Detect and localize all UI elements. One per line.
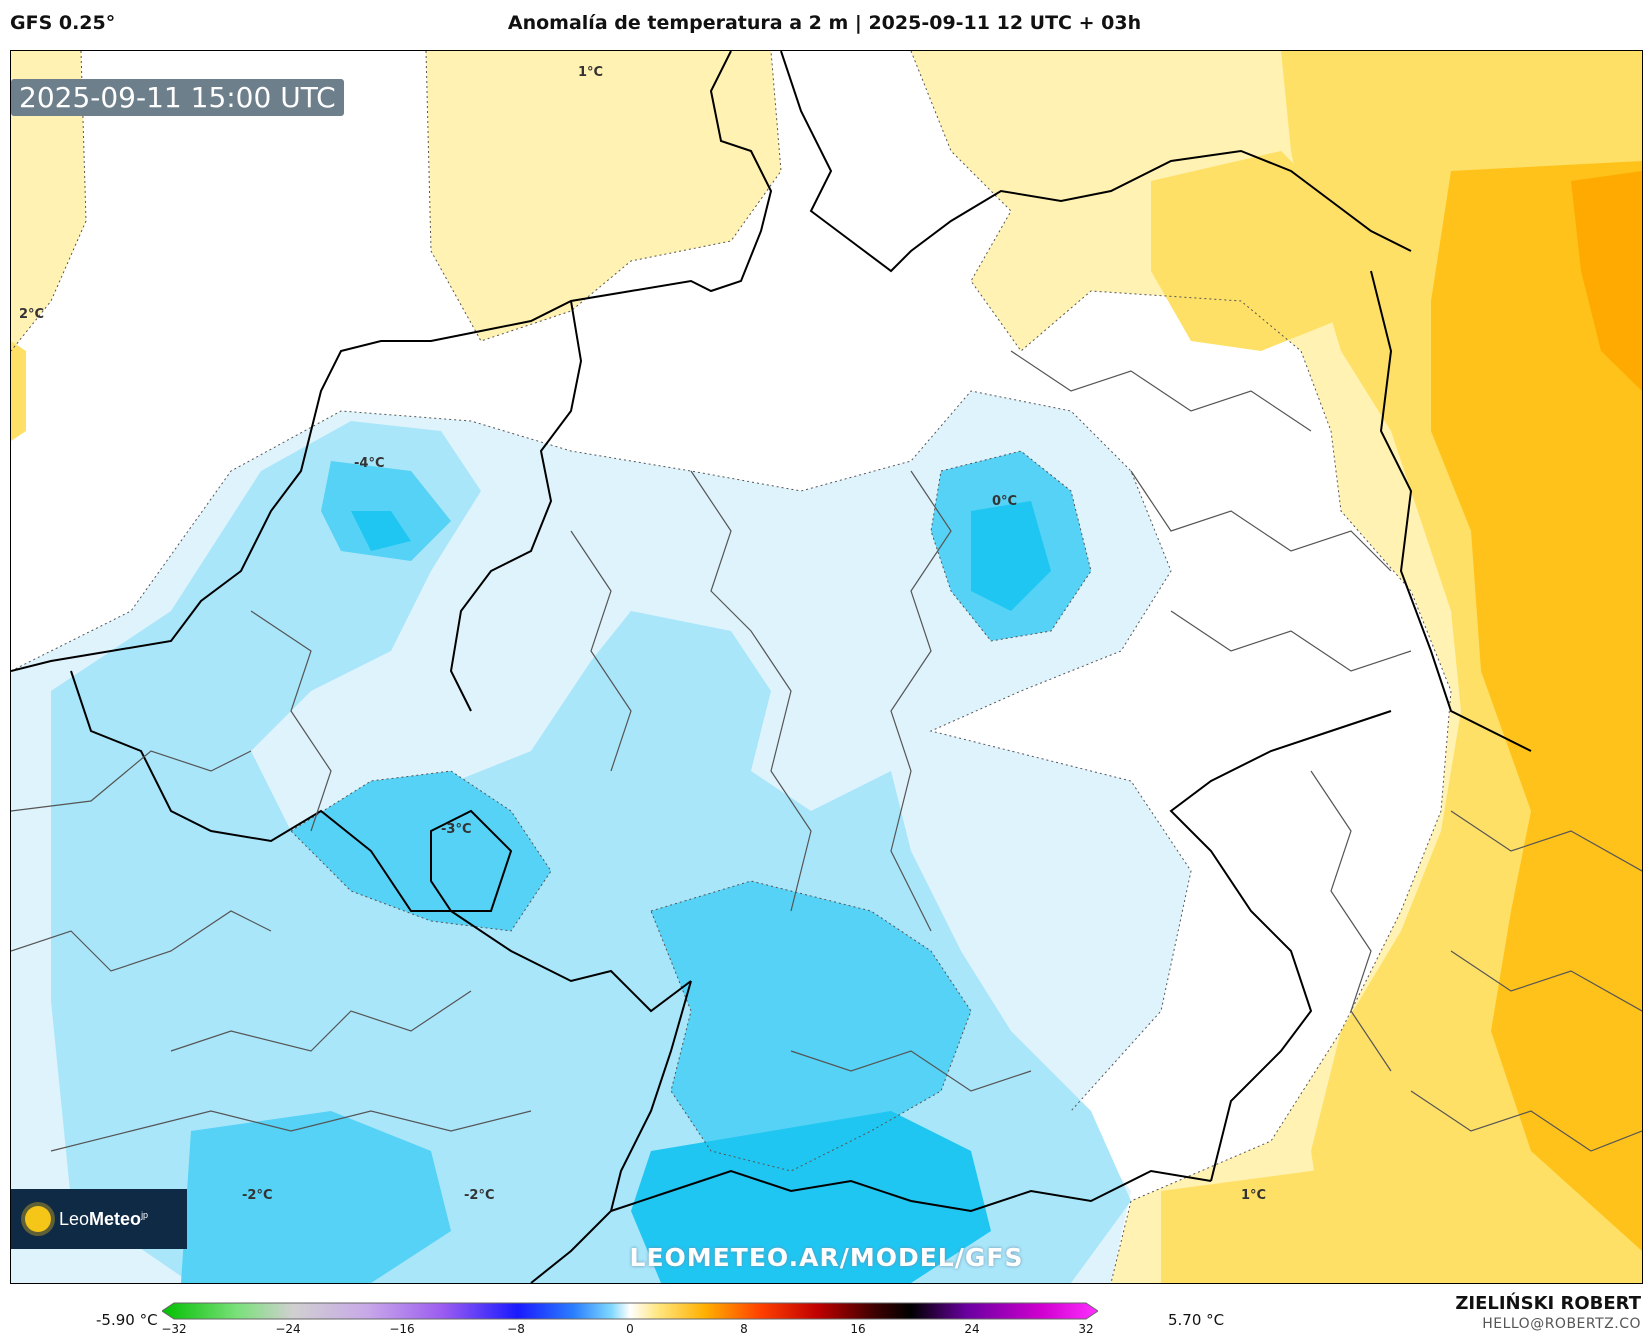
contour-label: 0°C	[992, 494, 1018, 509]
cold-zone-deep-8	[351, 511, 411, 551]
source-watermark: LEOMETEO.AR/MODEL/GFS	[629, 1243, 1024, 1272]
colorbar-tick: 8	[740, 1322, 748, 1336]
admin-borders	[11, 350, 1642, 1152]
cold-zone-deep-5	[631, 1111, 991, 1283]
colorbar-tick: 24	[964, 1322, 980, 1336]
contour-label: 2°C	[19, 307, 45, 322]
colorbar	[162, 1302, 1098, 1320]
contour-label: -3°C	[441, 822, 472, 837]
anomaly-min-label: -5.90 °C	[96, 1311, 158, 1329]
contour-label: 1°C	[1241, 1188, 1267, 1203]
temperature-anomaly-map	[11, 51, 1642, 1283]
logo-wordmark: LeoMeteojp	[59, 1208, 149, 1229]
warm-zone-west	[11, 51, 86, 351]
warm-zone-west-edge	[11, 341, 26, 441]
anomaly-max-label: 5.70 °C	[1168, 1311, 1225, 1329]
colorbar-tick: 16	[850, 1322, 866, 1336]
colorbar-tick: −8	[507, 1322, 525, 1336]
valid-time-badge: 2025-09-11 15:00 UTC	[11, 79, 344, 116]
colorbar-tick: −32	[161, 1322, 187, 1336]
sun-icon	[25, 1206, 51, 1232]
contour-label: -2°C	[242, 1188, 273, 1203]
map-panel: 2025-09-11 15:00 UTC 1°C 2°C -4°C 0°C -3…	[10, 50, 1643, 1284]
warm-zone-poland	[1151, 151, 1361, 351]
contour-label: -2°C	[464, 1188, 495, 1203]
warm-zone-east-peak	[1571, 171, 1642, 391]
cold-zone-deep-6	[181, 1111, 451, 1283]
author-email: HELLO@ROBERTZ.CO	[1482, 1316, 1641, 1332]
contour-label: -4°C	[354, 456, 385, 471]
warm-zone-north-sea	[426, 51, 781, 341]
contour-lines	[11, 51, 1452, 1283]
model-label: GFS 0.25°	[10, 12, 116, 34]
colorbar-tick: −16	[389, 1322, 415, 1336]
warm-zone-east-max	[1431, 161, 1642, 1251]
colorbar-tick: −24	[275, 1322, 301, 1336]
colorbar-tick: 0	[626, 1322, 634, 1336]
cold-zone-deep-1	[291, 771, 551, 931]
coastlines	[11, 51, 1532, 1283]
author-credit: ZIELIŃSKI ROBERT	[1455, 1293, 1641, 1314]
contour-label: 1°C	[578, 65, 604, 80]
cold-zone-deep-2	[651, 881, 971, 1171]
cold-zone-deep-7	[971, 501, 1051, 611]
colorbar-tick: 32	[1078, 1322, 1094, 1336]
warm-zone-south	[1161, 1151, 1451, 1283]
map-title: Anomalía de temperatura a 2 m | 2025-09-…	[507, 12, 1142, 34]
leometeo-logo: LeoMeteojp	[11, 1189, 187, 1249]
